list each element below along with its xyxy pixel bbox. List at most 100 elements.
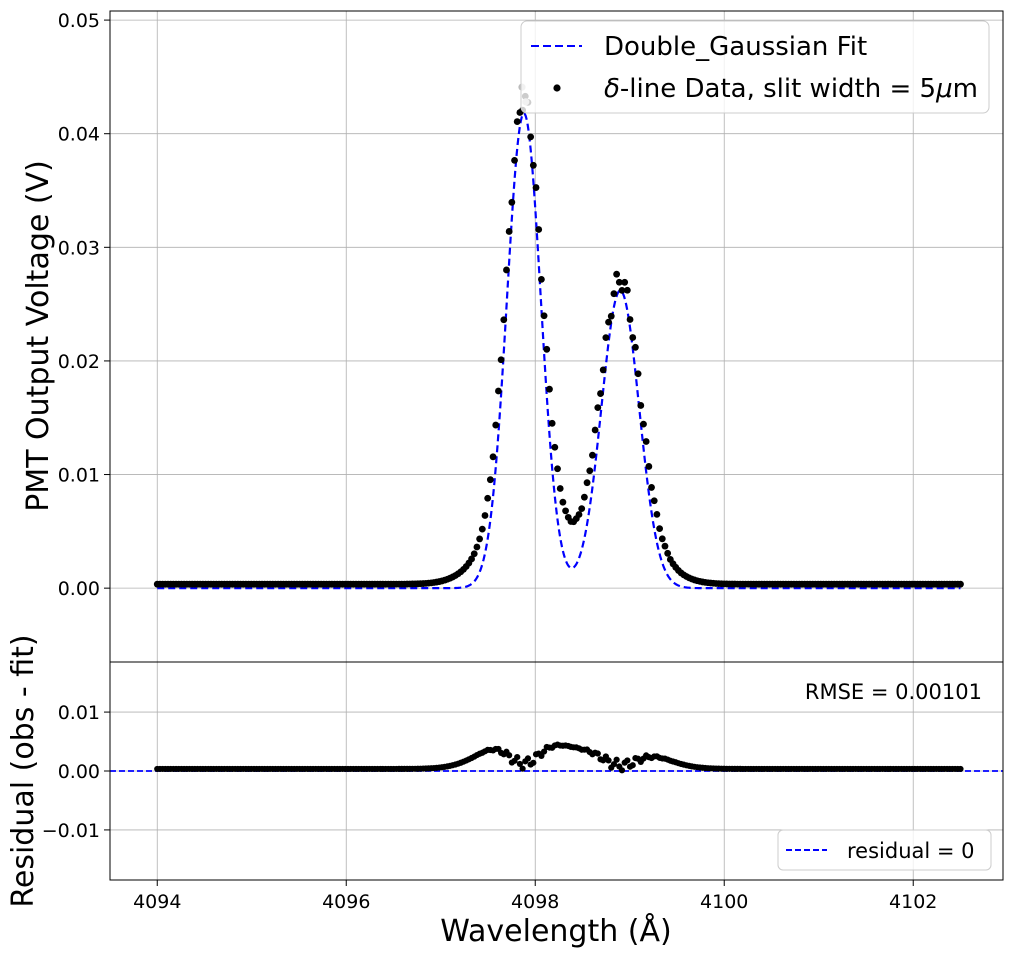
x-axis-label: Wavelength (Å)	[440, 913, 671, 949]
main-y-tick-label: 0.01	[58, 465, 100, 487]
main-y-tick-label: 0.02	[58, 351, 100, 373]
data-point	[486, 476, 494, 484]
residual-y-tick-label: 0.01	[58, 702, 100, 724]
main-y-tick-label: 0.03	[58, 237, 100, 259]
data-point	[623, 286, 631, 294]
data-point	[495, 387, 502, 395]
residual-point	[957, 765, 964, 773]
data-point	[586, 467, 594, 475]
residual-point	[618, 767, 626, 774]
residual-y-axis-label: Residual (obs - fit)	[6, 634, 41, 907]
residual-point	[613, 756, 620, 763]
legend-data-delta: δ	[604, 74, 620, 104]
data-point	[613, 270, 621, 278]
fit-line	[157, 111, 961, 590]
residual-point	[540, 748, 548, 755]
data-point	[653, 510, 661, 518]
data-point	[503, 266, 510, 274]
residual-points	[154, 741, 964, 774]
data-point	[591, 426, 599, 434]
data-point	[621, 278, 629, 286]
data-point	[957, 580, 964, 588]
data-points	[153, 83, 964, 588]
data-point	[527, 133, 535, 141]
data-point	[505, 228, 513, 235]
x-tick-label: 4096	[322, 891, 370, 913]
data-point	[580, 493, 588, 501]
residual-point	[506, 752, 513, 759]
legend-residual-label: residual = 0	[847, 839, 975, 863]
residual-legend-frame	[777, 829, 992, 871]
legend-data-mu: μ	[935, 74, 953, 104]
data-point	[583, 479, 591, 487]
data-point	[594, 404, 602, 412]
data-point	[559, 498, 567, 506]
data-point	[538, 275, 545, 283]
x-tick-label: 4100	[700, 891, 748, 913]
main-yticks: 0.00 0.01 0.02 0.03 0.04 0.05	[58, 10, 110, 600]
residual-point	[524, 755, 532, 762]
data-point	[473, 543, 481, 551]
data-point	[562, 507, 569, 515]
data-point	[632, 343, 639, 351]
data-point	[540, 312, 548, 320]
residual-point	[516, 760, 524, 768]
data-point	[645, 463, 653, 470]
residual-point	[610, 761, 618, 768]
residual-point	[629, 762, 636, 769]
data-point	[589, 451, 596, 459]
x-tick-label: 4094	[133, 891, 181, 913]
main-y-tick-label: 0.00	[58, 578, 100, 600]
main-y-axis-label: PMT Output Voltage (V)	[21, 160, 56, 512]
fit-curve	[157, 111, 961, 590]
data-point	[664, 549, 672, 557]
data-point	[492, 421, 500, 429]
residual-y-tick-label: −0.01	[42, 820, 100, 842]
data-point	[554, 465, 561, 473]
residual-yticks: −0.01 0.00 0.01	[42, 702, 110, 842]
data-point	[640, 420, 647, 428]
residual-point	[605, 757, 612, 764]
residual-legend: residual = 0	[777, 829, 992, 871]
residual-panel: −0.01 0.00 0.01 Residual (obs - fit) RMSE …	[6, 634, 1004, 908]
data-point	[650, 497, 658, 505]
legend-data-text: -line Data, slit width = 5	[620, 74, 936, 104]
x-ticks: 4094 4096 4098 4100 4102	[133, 880, 937, 913]
data-point	[535, 226, 543, 233]
legend-fit-label: Double_Gaussian Fit	[604, 32, 867, 62]
data-point	[634, 370, 642, 378]
residual-point	[530, 759, 537, 766]
x-tick-label: 4102	[889, 891, 937, 913]
main-legend: Double_Gaussian Fit δ-line Data, slit wi…	[520, 20, 990, 114]
residual-point	[624, 757, 631, 764]
data-point	[511, 156, 518, 164]
data-point	[513, 118, 521, 125]
residual-y-tick-label: 0.00	[58, 761, 100, 783]
data-point	[599, 366, 607, 374]
data-point	[578, 505, 586, 513]
data-point	[484, 494, 492, 502]
data-point	[607, 312, 615, 320]
data-point	[575, 511, 583, 518]
data-point	[468, 555, 475, 563]
legend-data-unit: m	[953, 74, 978, 104]
residual-point	[519, 765, 526, 772]
data-point	[605, 318, 612, 326]
main-y-tick-label: 0.04	[58, 124, 100, 146]
data-point	[610, 290, 618, 298]
data-point	[626, 316, 634, 323]
data-point	[548, 419, 556, 427]
data-point	[546, 385, 553, 393]
main-y-tick-label: 0.05	[58, 10, 100, 32]
data-point	[508, 198, 516, 206]
data-point	[497, 356, 505, 364]
data-point	[629, 334, 637, 341]
data-point	[556, 485, 564, 492]
data-point	[602, 334, 610, 341]
data-point	[658, 535, 666, 543]
main-panel: 0.00 0.01 0.02 0.03 0.04 0.05 PMT Output Volt…	[21, 10, 1004, 663]
data-point	[478, 525, 486, 533]
data-point	[661, 542, 669, 550]
legend-data-swatch	[553, 84, 561, 92]
